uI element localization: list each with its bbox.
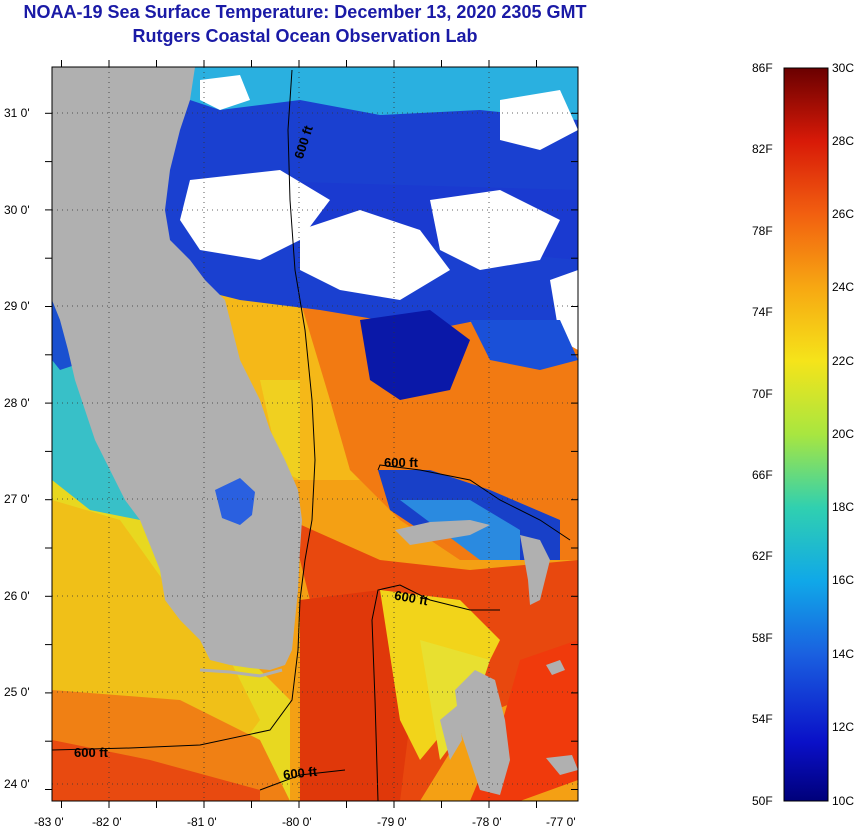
- axis-ticks: [45, 60, 578, 808]
- colorbar-c-label: 20C: [832, 427, 855, 441]
- colorbar-scale: [783, 67, 829, 802]
- contour-label: 600 ft: [393, 588, 430, 609]
- colorbar-c-label: 26C: [832, 207, 855, 221]
- colorbar-f-label: 74F: [752, 305, 773, 319]
- contour-label: 600 ft: [282, 764, 318, 783]
- lat-label: 29 0': [4, 299, 30, 313]
- lat-label: 26 0': [4, 589, 30, 603]
- lon-label: -77 0': [546, 815, 576, 829]
- lon-label: -79 0': [377, 815, 407, 829]
- colorbar-f-label: 54F: [752, 712, 773, 726]
- longitude-labels: -83 0' -82 0' -81 0' -80 0' -79 0' -78 0…: [34, 815, 576, 829]
- colorbar-c-label: 16C: [832, 573, 855, 587]
- lon-label: -82 0': [92, 815, 122, 829]
- map-title: NOAA-19 Sea Surface Temperature: Decembe…: [23, 2, 587, 22]
- colorbar-c-label: 12C: [832, 720, 855, 734]
- bathymetry-contours: [52, 69, 571, 801]
- map-frame: [51, 66, 579, 802]
- colorbar-c-label: 14C: [832, 647, 855, 661]
- lat-label: 27 0': [4, 492, 30, 506]
- colorbar-c-label: 18C: [832, 500, 855, 514]
- lat-label: 30 0': [4, 203, 30, 217]
- colorbar-f-label: 58F: [752, 631, 773, 645]
- colorbar-c-label: 22C: [832, 354, 855, 368]
- latitude-labels: 31 0' 30 0' 29 0' 28 0' 27 0' 26 0' 25 0…: [4, 106, 30, 791]
- colorbar-c-label: 10C: [832, 794, 855, 808]
- colorbar-c-label: 28C: [832, 134, 855, 148]
- contour-label: 600 ft: [384, 455, 419, 470]
- lon-label: -83 0': [34, 815, 64, 829]
- lon-label: -81 0': [187, 815, 217, 829]
- colorbar-c-label: 30C: [832, 61, 855, 75]
- land-mass: [52, 67, 578, 795]
- lat-label: 25 0': [4, 685, 30, 699]
- lat-label: 24 0': [4, 777, 30, 791]
- colorbar-f-label: 70F: [752, 387, 773, 401]
- colorbar-c-label: 24C: [832, 280, 855, 294]
- map-subtitle: Rutgers Coastal Ocean Observation Lab: [132, 26, 478, 46]
- colorbar-f-label: 78F: [752, 224, 773, 238]
- colorbar-f-label: 86F: [752, 61, 773, 75]
- colorbar-f-label: 50F: [752, 794, 773, 808]
- lon-label: -80 0': [282, 815, 312, 829]
- lat-label: 31 0': [4, 106, 30, 120]
- contour-label: 600 ft: [74, 745, 109, 760]
- colorbar-f-label: 62F: [752, 549, 773, 563]
- colorbar: [783, 67, 829, 802]
- colorbar-f-label: 82F: [752, 142, 773, 156]
- colorbar-f-label: 66F: [752, 468, 773, 482]
- lat-label: 28 0': [4, 396, 30, 410]
- lon-label: -78 0': [472, 815, 502, 829]
